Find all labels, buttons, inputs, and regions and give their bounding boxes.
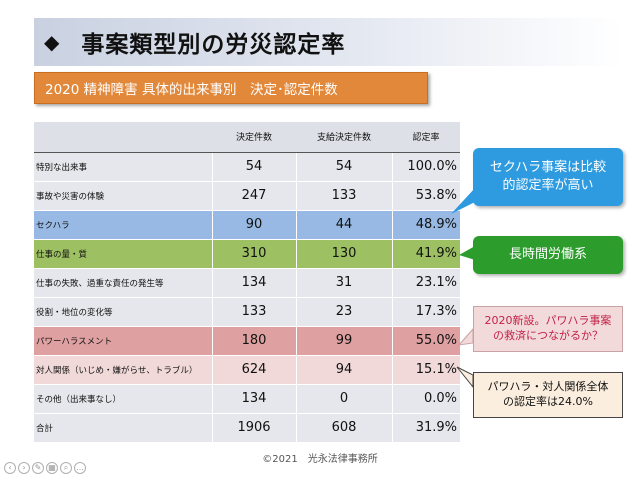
row-category: その他（出来事なし） — [34, 384, 212, 414]
callout-text: 2020新設。パワハラ事案 の救済につながるか？ — [484, 314, 612, 342]
certification-table: 決定件数 支給決定件数 認定率 特別な出来事 54 54 100.0% 事故や災… — [34, 122, 460, 443]
subtitle-banner: 2020 精神障害 具体的出来事別 決定･認定件数 — [34, 72, 428, 104]
callout-pointer — [456, 366, 474, 389]
row-rate: 100.0% — [391, 152, 460, 182]
row-approved: 0 — [295, 384, 392, 414]
row-category: 仕事の量・質 — [34, 239, 212, 269]
row-category: セクハラ — [34, 210, 212, 240]
callout-text: セクハラ事案は比較 的認定率が高い — [489, 160, 607, 193]
row-category: 事故や災害の体験 — [34, 181, 212, 211]
slides-icon[interactable]: ▦ — [46, 462, 58, 474]
table-row-highlighted: パワーハラスメント 180 99 55.0% — [34, 326, 460, 356]
callout-combined-rate: パワハラ・対人関係全体 の認定率は24.0% — [456, 366, 623, 418]
copyright-footer: ©2021 光永法律事務所 — [262, 454, 378, 465]
row-decided: 90 — [211, 210, 296, 240]
row-decided: 624 — [211, 355, 296, 385]
row-rate: 23.1% — [391, 268, 460, 298]
row-approved: 31 — [295, 268, 392, 298]
pen-icon[interactable]: ✎ — [32, 462, 44, 474]
row-rate: 17.3% — [391, 297, 460, 327]
total-label: 合計 — [34, 412, 212, 443]
callout-long-hours: 長時間労働系 — [459, 236, 623, 274]
row-decided: 133 — [211, 297, 296, 327]
diamond-bullet-icon: ◆ — [44, 30, 60, 54]
row-approved: 130 — [295, 239, 392, 269]
row-category: 役割・地位の変化等 — [34, 297, 212, 327]
callout-pointer — [457, 327, 474, 346]
callout-power-harassment: 2020新設。パワハラ事案 の救済につながるか？ — [457, 306, 623, 352]
header-rate: 認定率 — [392, 122, 460, 153]
row-category: 特別な出来事 — [34, 152, 212, 182]
row-approved: 44 — [295, 210, 392, 240]
row-category: 対人関係（いじめ・嫌がらせ、トラブル） — [34, 355, 212, 385]
slideshow-controls: ‹ › ✎ ▦ ⌕ … — [4, 462, 86, 474]
table-row: その他（出来事なし） 134 0 0.0% — [34, 384, 460, 414]
row-decided: 180 — [211, 326, 296, 356]
more-icon[interactable]: … — [74, 462, 86, 474]
row-rate: 53.8% — [391, 181, 460, 211]
slide-title-bar: ◆ 事案類型別の労災認定率 — [34, 18, 622, 66]
row-decided: 134 — [211, 268, 296, 298]
table-total-row: 合計 1906 608 31.9% — [34, 412, 460, 443]
header-category — [34, 122, 212, 153]
table-header-row: 決定件数 支給決定件数 認定率 — [34, 122, 460, 153]
row-decided: 310 — [211, 239, 296, 269]
callout-text: 長時間労働系 — [508, 247, 587, 263]
table-row: 事故や災害の体験 247 133 53.8% — [34, 181, 460, 211]
table-row-highlighted: 仕事の量・質 310 130 41.9% — [34, 239, 460, 269]
table-row: 仕事の失敗、過重な責任の発生等 134 31 23.1% — [34, 268, 460, 298]
table-row-highlighted: セクハラ 90 44 48.9% — [34, 210, 460, 240]
callout-sexual-harassment: セクハラ事案は比較 的認定率が高い — [451, 148, 623, 214]
row-approved: 99 — [295, 326, 392, 356]
row-category: 仕事の失敗、過重な責任の発生等 — [34, 268, 212, 298]
row-decided: 247 — [211, 181, 296, 211]
header-approved: 支給決定件数 — [296, 122, 392, 153]
total-approved: 608 — [295, 412, 392, 443]
row-approved: 133 — [295, 181, 392, 211]
row-decided: 134 — [211, 384, 296, 414]
total-decided: 1906 — [211, 412, 296, 443]
row-rate: 41.9% — [391, 239, 460, 269]
slide-title: 事案類型別の労災認定率 — [81, 32, 346, 58]
row-category: パワーハラスメント — [34, 326, 212, 356]
row-approved: 94 — [295, 355, 392, 385]
table-row: 役割・地位の変化等 133 23 17.3% — [34, 297, 460, 327]
row-approved: 54 — [295, 152, 392, 182]
row-decided: 54 — [211, 152, 296, 182]
table-row: 特別な出来事 54 54 100.0% — [34, 152, 460, 182]
callout-pointer — [459, 246, 475, 260]
row-rate: 0.0% — [391, 384, 460, 414]
header-decided: 決定件数 — [212, 122, 296, 153]
forward-arrow-icon[interactable]: › — [18, 462, 30, 474]
table-row-highlighted: 対人関係（いじめ・嫌がらせ、トラブル） 624 94 15.1% — [34, 355, 460, 385]
row-rate: 15.1% — [391, 355, 460, 385]
callout-pointer — [451, 188, 475, 214]
subtitle-text: 2020 精神障害 具体的出来事別 決定･認定件数 — [45, 82, 338, 98]
zoom-icon[interactable]: ⌕ — [60, 462, 72, 474]
row-rate: 48.9% — [391, 210, 460, 240]
row-rate: 55.0% — [391, 326, 460, 356]
total-rate: 31.9% — [391, 412, 460, 443]
back-arrow-icon[interactable]: ‹ — [4, 462, 16, 474]
callout-text: パワハラ・対人関係全体 の認定率は24.0% — [487, 380, 609, 408]
row-approved: 23 — [295, 297, 392, 327]
